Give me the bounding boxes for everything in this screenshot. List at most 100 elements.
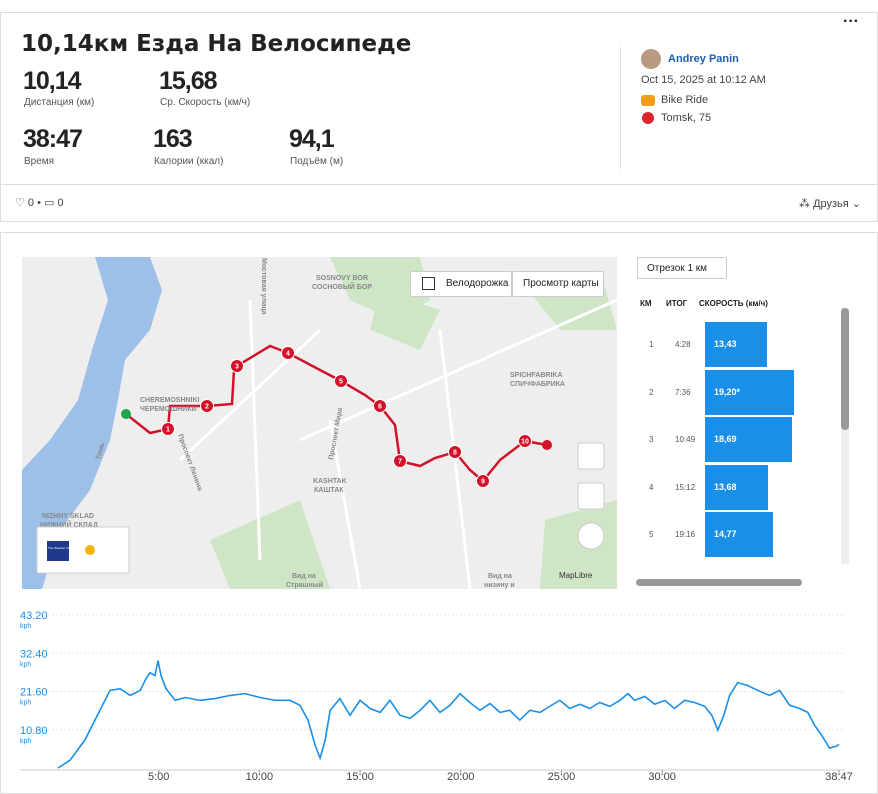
x-tick-label: 25:00: [548, 771, 576, 783]
map-label: Мостовая улица: [260, 258, 267, 315]
avatar[interactable]: [641, 49, 661, 69]
split-km: 2: [649, 387, 654, 397]
route-marker-label: 9: [481, 479, 485, 486]
route-marker: [373, 399, 387, 413]
split-bar: [705, 369, 794, 415]
more-menu[interactable]: ···: [843, 13, 859, 30]
x-tick-label: 38:47: [825, 771, 853, 783]
route-marker: [281, 346, 295, 360]
stat-label: Время: [24, 156, 55, 167]
comment-count: 0: [57, 197, 64, 209]
weather-brand: The Weather Channel: [48, 546, 78, 550]
checkbox[interactable]: [422, 277, 435, 290]
map-label: SPICHFABRIKA: [510, 372, 563, 379]
route-marker: [476, 474, 490, 488]
activity-type: Bike Ride: [661, 94, 709, 106]
split-time: 19:16: [675, 530, 696, 539]
divider: [1, 184, 877, 185]
col-header: КМ: [640, 299, 652, 308]
y-unit: kph: [20, 700, 31, 707]
type-icon: [641, 95, 655, 106]
map-label: низину и: [484, 582, 515, 589]
map: 1 2 3 4 5 6 7 8 9 10 CHEREMOSHNIKI ЧЕРЕМОШНИКИ Пр…: [22, 257, 617, 589]
stat-label: Калории (ккал): [154, 156, 224, 167]
sun-icon: [85, 545, 95, 555]
h-scrollbar[interactable]: [636, 579, 802, 586]
end-marker: [542, 440, 552, 450]
y-tick-label: 10.80: [20, 725, 48, 737]
stat-value: 10,14: [23, 67, 82, 95]
route-marker-label: 4: [286, 351, 290, 358]
route-marker: [393, 454, 407, 468]
bike-lane-label: Велодорожка: [446, 278, 509, 289]
map-view-button[interactable]: Просмотр карты: [512, 271, 604, 297]
split-bar: [705, 464, 769, 510]
x-tick-label: 10:00: [246, 771, 274, 783]
kudos[interactable]: ♡ 0 • ▭ 0: [15, 197, 64, 209]
split-speed: 19,20*: [714, 386, 741, 397]
route-marker: [230, 359, 244, 373]
map-label: СПИЧФАБРИКА: [510, 381, 565, 388]
date: Oct 15, 2025 at 10:12 AM: [641, 74, 766, 86]
map-label: НИЖНИЙ СКЛАД: [40, 520, 98, 529]
attribution: MapLibre: [559, 571, 593, 580]
fullscreen-button[interactable]: [577, 442, 605, 470]
map-label: KASHTAK: [313, 478, 347, 485]
route-marker-label: 7: [398, 459, 402, 466]
split-time: 10:49: [675, 435, 696, 444]
river: [22, 257, 162, 589]
route-marker: [448, 445, 462, 459]
title: 10,14км Езда На Велосипеде: [21, 31, 412, 57]
x-tick-label: 20:00: [447, 771, 475, 783]
visibility[interactable]: ⁂ Друзья ⌄: [799, 198, 862, 210]
route-marker-label: 3: [235, 364, 239, 371]
route-marker-label: 1: [166, 427, 170, 434]
stat-value: 15,68: [159, 67, 218, 95]
stat-label: Дистанция (км): [24, 97, 95, 108]
split-km: 3: [649, 435, 654, 444]
map-label: Вид на: [292, 573, 316, 580]
route-marker-label: 10: [521, 439, 529, 446]
y-unit: kph: [20, 661, 31, 668]
map-label: ЧЕРЕМОШНИКИ: [140, 406, 197, 413]
visibility-label: Друзья: [813, 198, 849, 210]
stat-label: Ср. Скорость (км/ч): [160, 97, 251, 108]
location: Tomsk, 75: [661, 112, 712, 124]
x-tick-label: 15:00: [346, 771, 374, 783]
compass-button[interactable]: [577, 522, 605, 550]
map-view-label: Просмотр карты: [523, 278, 599, 289]
markers: 1 2 3 4 5 6 7 8 9 10: [161, 346, 532, 488]
split-dropdown-label: Отрезок 1 км: [647, 263, 708, 274]
map-label: Томь: [95, 441, 106, 460]
split-speed: 13,43: [714, 339, 737, 349]
route-marker: [518, 434, 532, 448]
roads: [178, 298, 617, 589]
divider: [620, 47, 621, 169]
map-label: SOSNOVY BOR: [316, 275, 368, 282]
map-label: CHEREMOSHNIKI: [140, 397, 200, 404]
split-speed: 18,69: [714, 434, 737, 444]
route-marker-label: 5: [339, 379, 343, 386]
map-label: СОСНОВЫЙ БОР: [312, 282, 372, 291]
split-bar: [705, 512, 774, 557]
locate-button[interactable]: [577, 482, 605, 510]
start-marker: [121, 409, 131, 419]
split-km: 5: [649, 530, 654, 539]
stat-value: 163: [153, 125, 193, 153]
split-time: 15:12: [675, 482, 696, 492]
scrollbar-thumb[interactable]: [841, 308, 849, 430]
split-km: 1: [649, 340, 654, 349]
col-header: СКОРОСТЬ (км/ч): [699, 299, 768, 308]
col-header: ИТОГ: [666, 299, 688, 308]
athlete-name[interactable]: Andrey Panin: [668, 53, 739, 65]
bike-lane-toggle[interactable]: Велодорожка: [410, 271, 512, 297]
y-tick-label: 43.20: [20, 610, 48, 622]
map-label: NIZHNY SKLAD: [42, 513, 94, 520]
split-dropdown[interactable]: Отрезок 1 км: [637, 257, 727, 279]
kudos-count: 0: [27, 197, 35, 209]
y-unit: kph: [20, 738, 31, 745]
map-label: Вид на: [488, 573, 512, 580]
speed-line: [57, 660, 840, 769]
y-unit: kph: [20, 623, 31, 630]
